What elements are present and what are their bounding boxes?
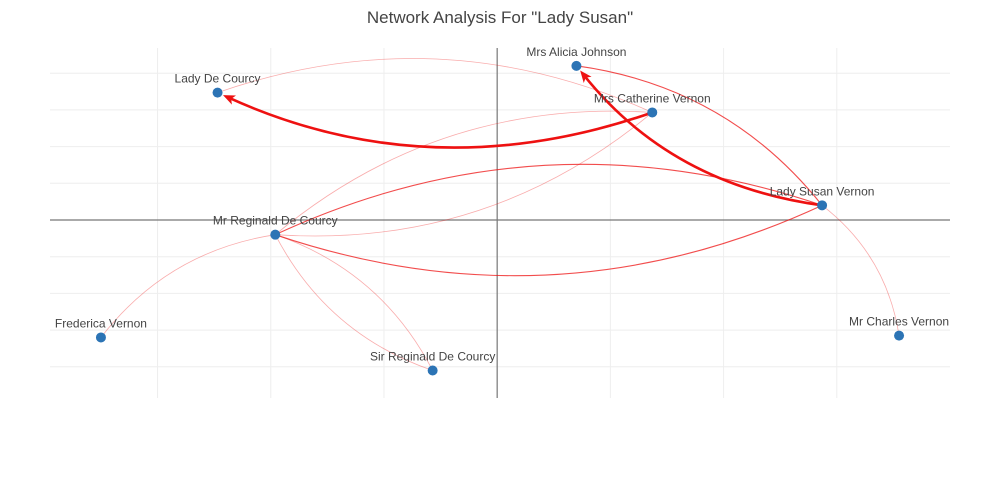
edge-line [100,234,276,338]
node-marker [270,229,281,240]
node-label: Mr Charles Vernon [849,315,949,329]
node-marker [212,87,223,98]
node-marker [894,330,905,341]
axis-layer [50,48,950,398]
edge-line [275,204,823,277]
label-layer: Lady Susan Vernon Mrs Alicia Johnson Mrs C… [55,45,949,364]
node-marker [95,332,106,343]
edge-arrowhead [580,70,592,84]
node-label: Mr Reginald De Courcy [213,214,338,228]
node-label: Mrs Alicia Johnson [526,45,626,59]
node-label: Lady Susan Vernon [770,184,875,198]
node-marker [647,107,658,118]
edge-line [275,112,653,237]
edge-line [274,234,433,371]
node-marker [427,365,438,376]
edge-line [275,163,823,236]
node-label: Lady De Courcy [175,72,261,86]
edge-line [275,234,433,371]
node-label: Mrs Catherine Vernon [594,91,711,105]
node-label: Sir Reginald De Courcy [370,349,495,363]
edge-layer [100,58,900,371]
chart-title: Network Analysis For "Lady Susan" [366,8,634,27]
edge-line [576,65,823,206]
node-label: Frederica Vernon [55,316,147,330]
edge-line [217,58,653,113]
edge-arrowhead [223,95,237,105]
grid-layer [50,48,950,398]
node-marker [817,200,828,211]
node-marker [571,60,582,71]
node-layer [95,60,905,376]
edge-line [275,110,653,235]
edge-line [227,96,653,149]
edge-line [582,74,823,207]
edge-line [821,205,900,336]
